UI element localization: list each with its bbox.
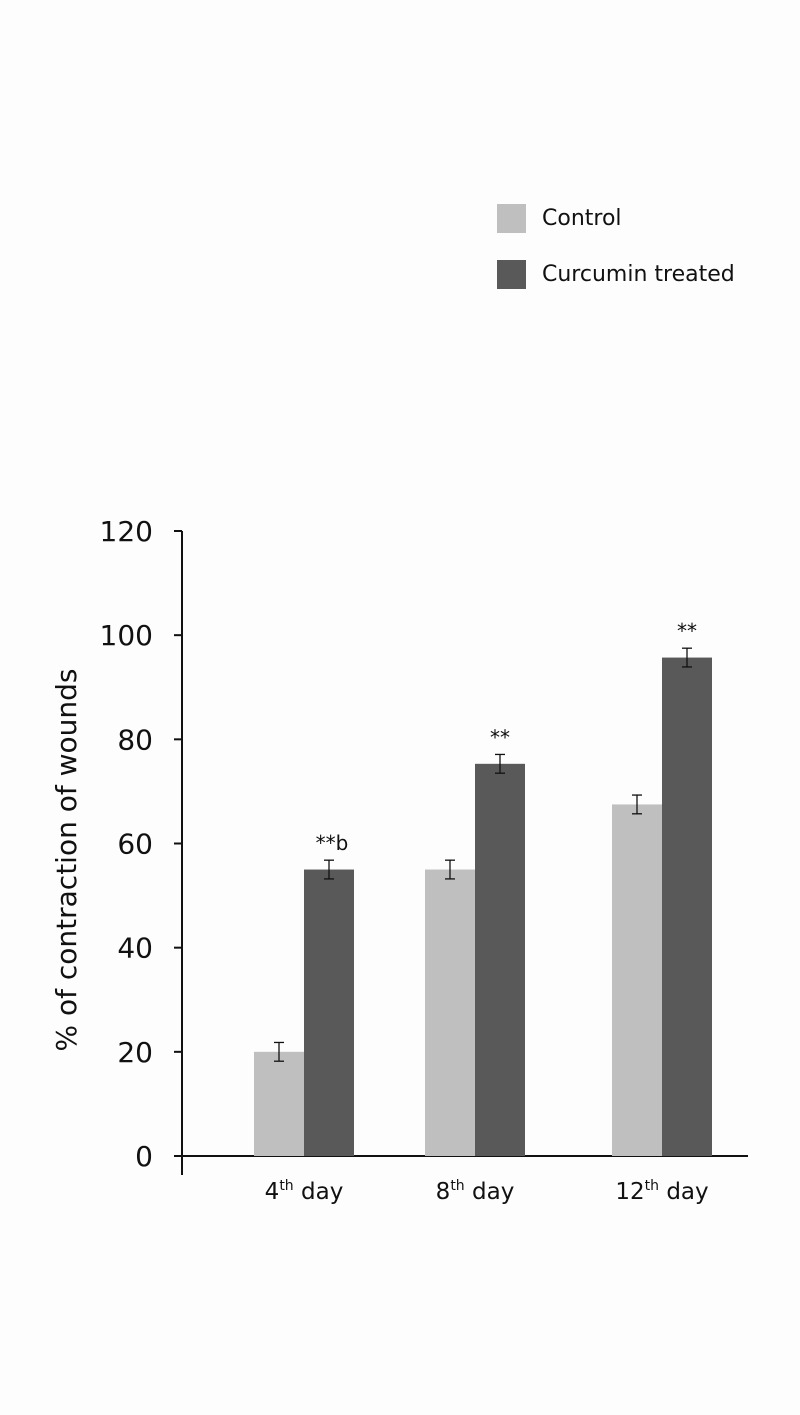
y-axis-label: % of contraction of wounds bbox=[50, 668, 83, 1051]
legend-item-control: Control bbox=[497, 203, 735, 233]
x-tick-label: 12th day bbox=[615, 1178, 708, 1205]
legend-item-curcumin: Curcumin treated bbox=[497, 259, 735, 289]
x-tick-label: 4th day bbox=[265, 1178, 344, 1205]
bar-control bbox=[612, 804, 662, 1156]
legend-swatch-control bbox=[497, 203, 526, 233]
y-tick-label: 80 bbox=[117, 723, 153, 756]
bar-control bbox=[425, 869, 475, 1156]
legend: Control Curcumin treated bbox=[497, 203, 735, 315]
y-axis-label-group: % of contraction of wounds bbox=[50, 668, 83, 1051]
y-tick-label: 100 bbox=[100, 619, 153, 652]
y-tick-label: 40 bbox=[117, 932, 153, 965]
x-tick-labels: 4th day 8th day 12th day bbox=[265, 1178, 709, 1205]
error-bar bbox=[274, 1041, 284, 1062]
error-bar bbox=[495, 753, 505, 774]
x-tick-label: 8th day bbox=[436, 1178, 515, 1205]
bar-curcumin bbox=[475, 763, 525, 1156]
legend-swatch-curcumin bbox=[497, 259, 526, 289]
error-bar bbox=[445, 859, 455, 880]
error-bar bbox=[632, 794, 642, 815]
y-tick-label: 0 bbox=[135, 1140, 153, 1173]
significance-label: ** bbox=[490, 725, 510, 749]
error-bar bbox=[682, 647, 692, 668]
error-bar bbox=[324, 859, 334, 880]
significance-label: **b bbox=[316, 831, 349, 855]
y-tick-label: 120 bbox=[100, 515, 153, 548]
bar-curcumin bbox=[304, 869, 354, 1156]
legend-label-control: Control bbox=[542, 205, 622, 231]
y-tick-label: 20 bbox=[117, 1036, 153, 1069]
bars: **b ** ** bbox=[254, 619, 712, 1156]
y-tick-label: 60 bbox=[117, 828, 153, 861]
legend-label-curcumin: Curcumin treated bbox=[542, 261, 735, 287]
bar-control bbox=[254, 1051, 304, 1156]
bar-curcumin bbox=[662, 657, 712, 1156]
significance-label: ** bbox=[677, 619, 697, 643]
